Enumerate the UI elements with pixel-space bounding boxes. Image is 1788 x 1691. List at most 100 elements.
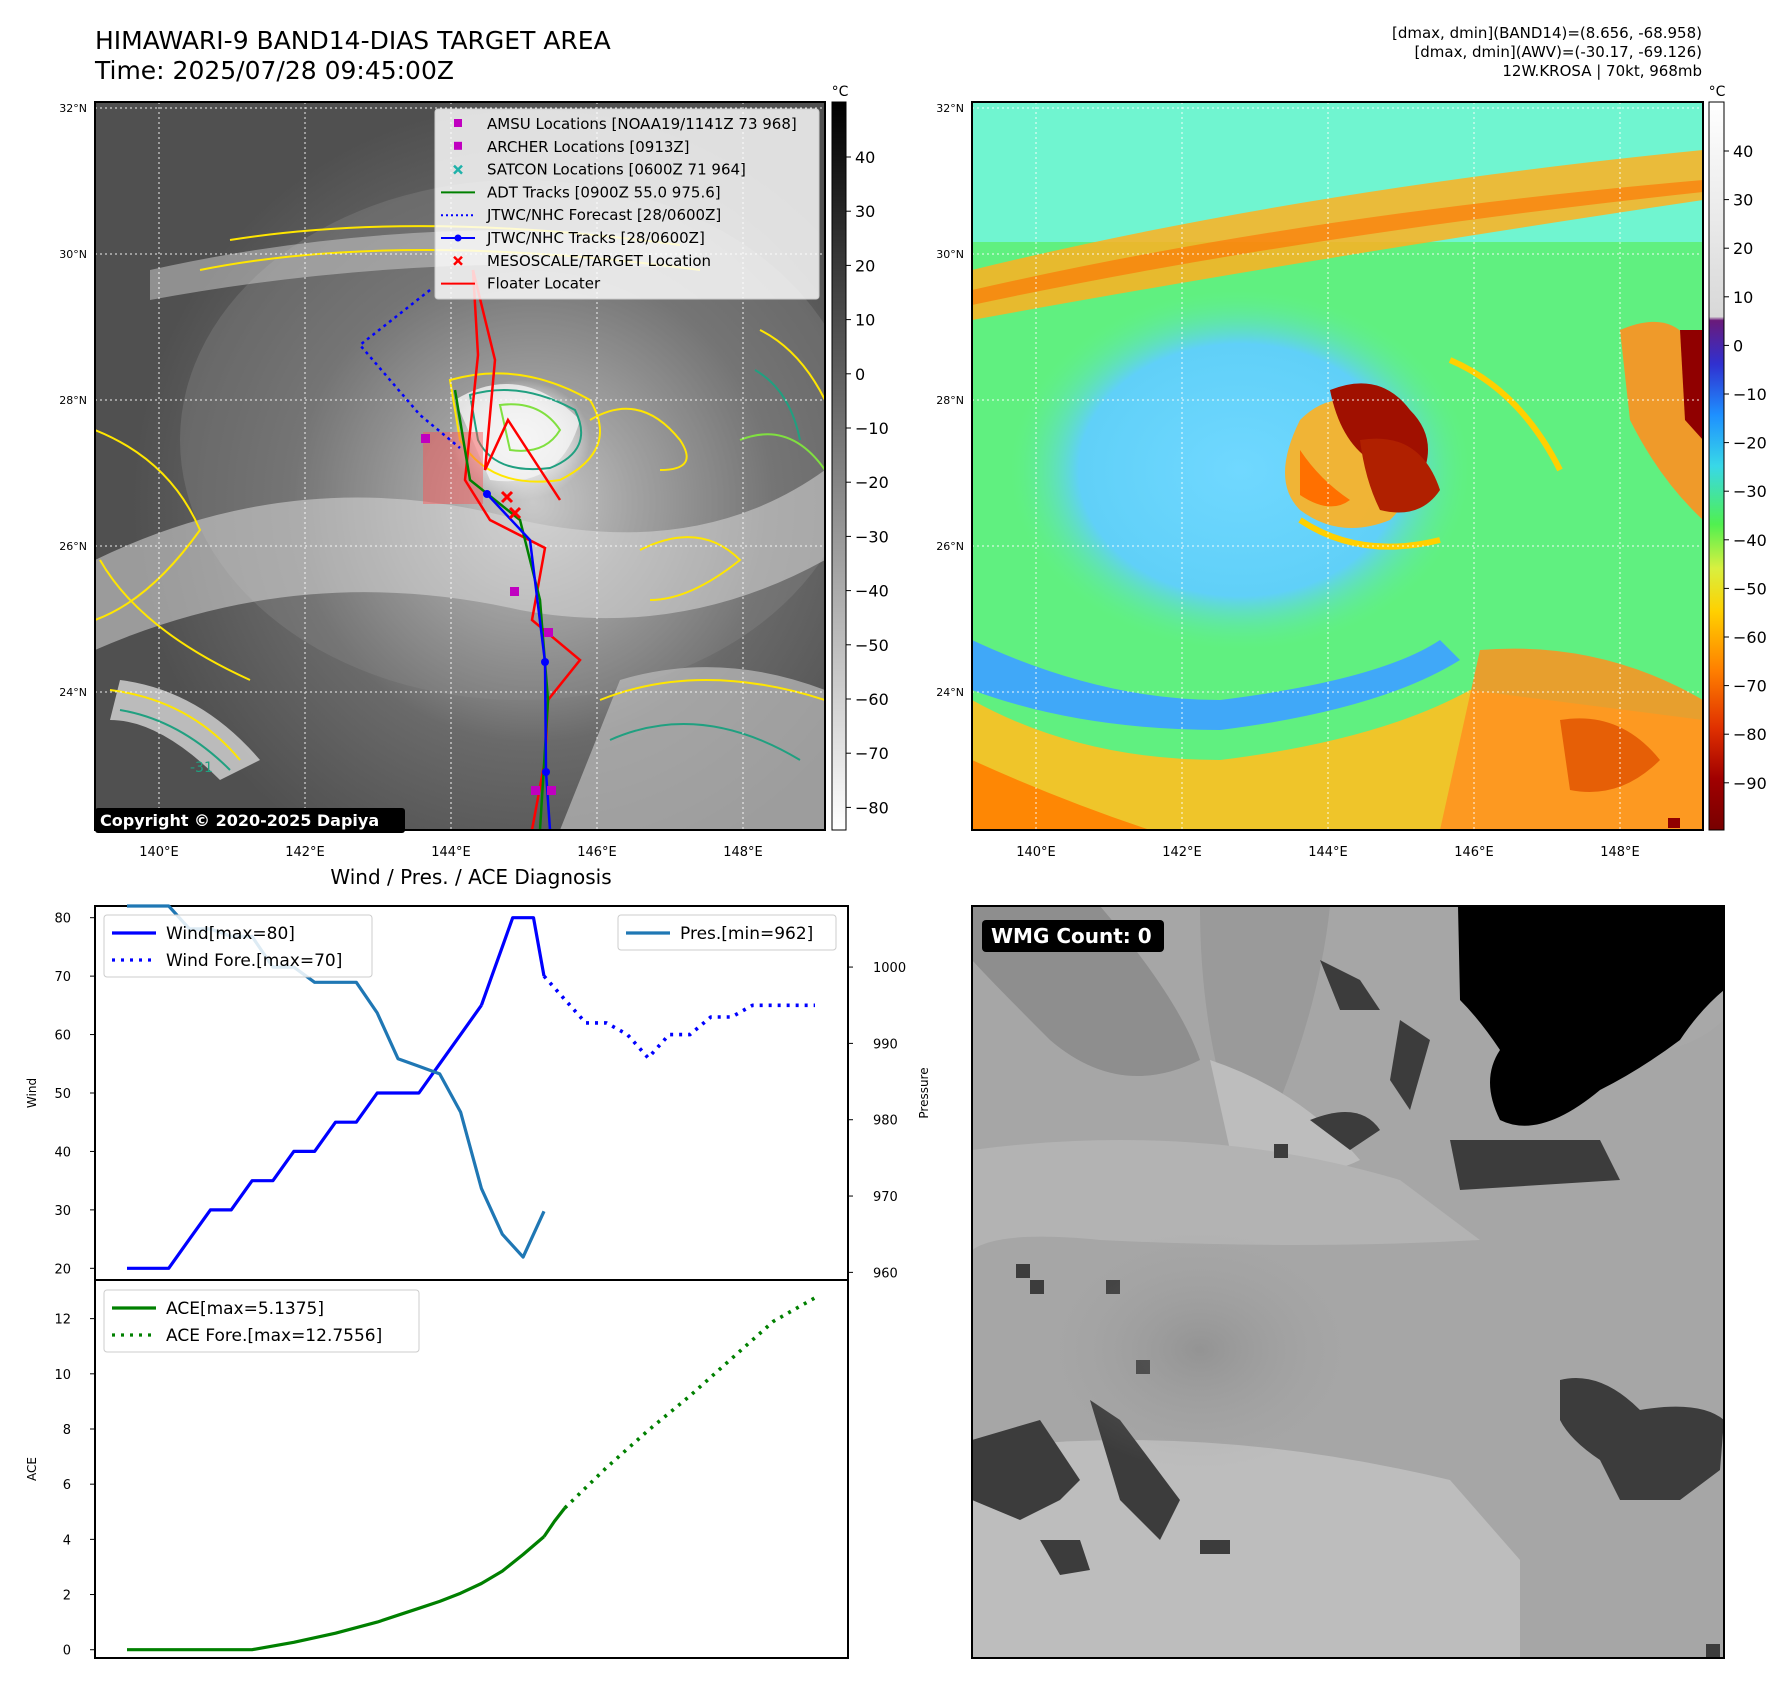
copyright-badge xyxy=(95,808,405,833)
ir-colorbar-unit: °C xyxy=(832,84,849,100)
windPanel-y2tick-label: 970 xyxy=(873,1190,898,1205)
wmg-count-badge xyxy=(982,920,1164,952)
acePanel-ytick-label: 12 xyxy=(54,1313,71,1328)
windPanel-ytick-label: 60 xyxy=(54,1029,71,1044)
ir-jtwc-track-point xyxy=(542,768,550,776)
awv_map-tick-label: 10 xyxy=(1733,288,1753,307)
ir-legend-label: SATCON Locations [0600Z 71 964] xyxy=(487,161,746,179)
ir_map-lat-label: 28°N xyxy=(59,394,87,407)
awv-colorbar: °C 40 30 20 10 0 −10 −20 −30 −40 −50 −60 −70 −80 −90 xyxy=(1708,84,1767,831)
ir-map-legend: AMSU Locations [NOAA19/1141Z 73 968] ARCH… xyxy=(434,108,820,300)
ir-archer-location-marker xyxy=(510,587,519,596)
chart-legend-box xyxy=(617,914,837,951)
ir-legend-label: ADT Tracks [0900Z 55.0 975.6] xyxy=(487,183,721,201)
ace-panel: 0 2 4 6 8 10 12 ACE ACE[max=5.1375] ACE Fore.[max… xyxy=(25,1279,849,1659)
ir-legend-label: ARCHER Locations [0913Z] xyxy=(487,138,690,156)
legend-marker-square xyxy=(454,141,462,150)
ir_map-lat-label: 26°N xyxy=(59,540,87,553)
acePanel-ylabel: ACE xyxy=(25,1457,39,1481)
ir_map-tick-label: −50 xyxy=(855,636,889,655)
chart-legend-box xyxy=(103,1289,420,1353)
awv_map-lat-label: 24°N xyxy=(936,686,964,699)
ir_map-tick-label: 40 xyxy=(855,148,875,167)
ir_map-tick-label: −20 xyxy=(855,473,889,492)
awv_map-lat-label: 28°N xyxy=(936,394,964,407)
awv-satellite-map: 32°N 30°N 28°N 26°N 24°N 140°E 142°E 144°E 146°… xyxy=(936,84,1767,860)
figure-title: HIMAWARI-9 BAND14-DIAS TARGET AREA Time:… xyxy=(95,26,611,86)
ir-legend-label: JTWC/NHC Tracks [28/0600Z] xyxy=(486,229,705,247)
awv_map-tick-label: −80 xyxy=(1733,725,1767,744)
ir_map-tick-label: 30 xyxy=(855,202,875,221)
awv-map-grid xyxy=(972,102,1703,830)
awv-lon-labels: 140°E 142°E 144°E 146°E 148°E xyxy=(1016,845,1640,860)
ir-jtwc-forecast-line xyxy=(358,289,461,449)
ir-target-location-marker xyxy=(500,490,522,520)
legend-marker-x xyxy=(453,255,463,266)
legend-marker-dot xyxy=(454,234,462,242)
ir-lon-labels: 140°E 142°E 144°E 146°E 148°E xyxy=(139,845,763,860)
ir_map-tick-label: −80 xyxy=(855,798,889,817)
acePanel-ytick-label: 4 xyxy=(63,1533,71,1548)
wmg-image xyxy=(972,906,1724,1658)
awv_map-tick-label: −60 xyxy=(1733,628,1767,647)
windPanel-ylabel: Wind xyxy=(25,1078,39,1108)
chart-legend-label: Wind[max=80] xyxy=(166,924,295,944)
awv_map-lon-label: 146°E xyxy=(1454,845,1494,860)
awv_map-tick-label: −10 xyxy=(1733,385,1767,404)
ir_map-tick-label: 0 xyxy=(855,365,865,384)
windPanel-ytick-label: 50 xyxy=(54,1087,71,1102)
ir-floater-locater-line-2 xyxy=(471,269,562,501)
chart-legend-label: Pres.[min=962] xyxy=(680,924,813,944)
ir_map-tick-label: 10 xyxy=(855,311,875,330)
ir-map-frame xyxy=(94,101,826,831)
awv_map-lat-label: 32°N xyxy=(936,102,964,115)
figure-title-line1: HIMAWARI-9 BAND14-DIAS TARGET AREA xyxy=(95,26,611,55)
awv_map-tick-label: −90 xyxy=(1733,774,1767,793)
windPanel-series-line xyxy=(479,916,546,1006)
awv-lat-labels: 32°N 30°N 28°N 26°N 24°N xyxy=(936,102,964,699)
chart-legend-label: ACE[max=5.1375] xyxy=(166,1299,324,1319)
diagnosis-chart: Wind / Pres. / ACE Diagnosis 20304050607… xyxy=(25,865,931,1659)
ir_map-lon-label: 146°E xyxy=(577,845,617,860)
diagnosis-chart-title: Wind / Pres. / ACE Diagnosis xyxy=(330,865,611,889)
awv_map-lat-label: 26°N xyxy=(936,540,964,553)
ir-jtwc-track-point xyxy=(541,658,549,666)
ir-amsu-location-marker xyxy=(421,434,430,443)
intensity-info-line2: [dmax, dmin](AWV)=(-30.17, -69.126) xyxy=(1414,43,1702,61)
ir_map-tick-label: −70 xyxy=(855,744,889,763)
ir_map-tick-label: 20 xyxy=(855,256,875,275)
awv_map-lon-label: 148°E xyxy=(1600,845,1640,860)
chart-legend-label: Wind Fore.[max=70] xyxy=(166,951,342,971)
awv_map-lon-label: 144°E xyxy=(1308,845,1348,860)
awv_map-tick-label: −40 xyxy=(1733,531,1767,550)
awv-colorbar-unit: °C xyxy=(1709,84,1726,100)
acePanel-series-line xyxy=(563,1296,816,1510)
ir_map-lon-label: 148°E xyxy=(723,845,763,860)
awv_map-tick-label: 30 xyxy=(1733,191,1753,210)
windPanel-y2tick-label: 960 xyxy=(873,1266,898,1281)
ir-legend-label: AMSU Locations [NOAA19/1141Z 73 968] xyxy=(487,115,797,133)
awv_map-tick-label: 20 xyxy=(1733,239,1753,258)
wind-pressure-panel: 20 30 40 50 60 70 80 Wind 960 970 980 990 1000 Pressu… xyxy=(25,904,931,1281)
acePanel-series-line xyxy=(542,1507,567,1538)
ir-jtwc-track-point xyxy=(483,490,491,498)
awv_map-lon-label: 140°E xyxy=(1016,845,1056,860)
windPanel-ytick-label: 40 xyxy=(54,1145,71,1160)
ir-legend-label: Floater Locater xyxy=(487,275,601,293)
ir_map-lon-label: 142°E xyxy=(285,845,325,860)
windPanel-y2tick-label: 1000 xyxy=(873,961,906,976)
ir-lat-labels: 32°N 30°N 28°N 26°N 24°N xyxy=(59,102,87,699)
intensity-info-line3: 12W.KROSA | 70kt, 968mb xyxy=(1502,62,1702,80)
wmg-count-label: WMG Count: 0 xyxy=(991,924,1152,948)
acePanel-frame xyxy=(94,1279,849,1659)
ir-image xyxy=(95,102,825,830)
legend-marker-x xyxy=(453,164,463,175)
awv-image xyxy=(972,102,1703,830)
ir_map-lat-label: 30°N xyxy=(59,248,87,261)
awv_map-tick-label: −50 xyxy=(1733,579,1767,598)
wmg-panel: WMG Count: 0 xyxy=(971,905,1725,1659)
intensity-info: [dmax, dmin](BAND14)=(8.656, -68.958) [d… xyxy=(1392,24,1702,81)
windPanel-series-line xyxy=(542,974,815,1060)
copyright-text: Copyright © 2020-2025 Dapiya xyxy=(100,811,379,830)
